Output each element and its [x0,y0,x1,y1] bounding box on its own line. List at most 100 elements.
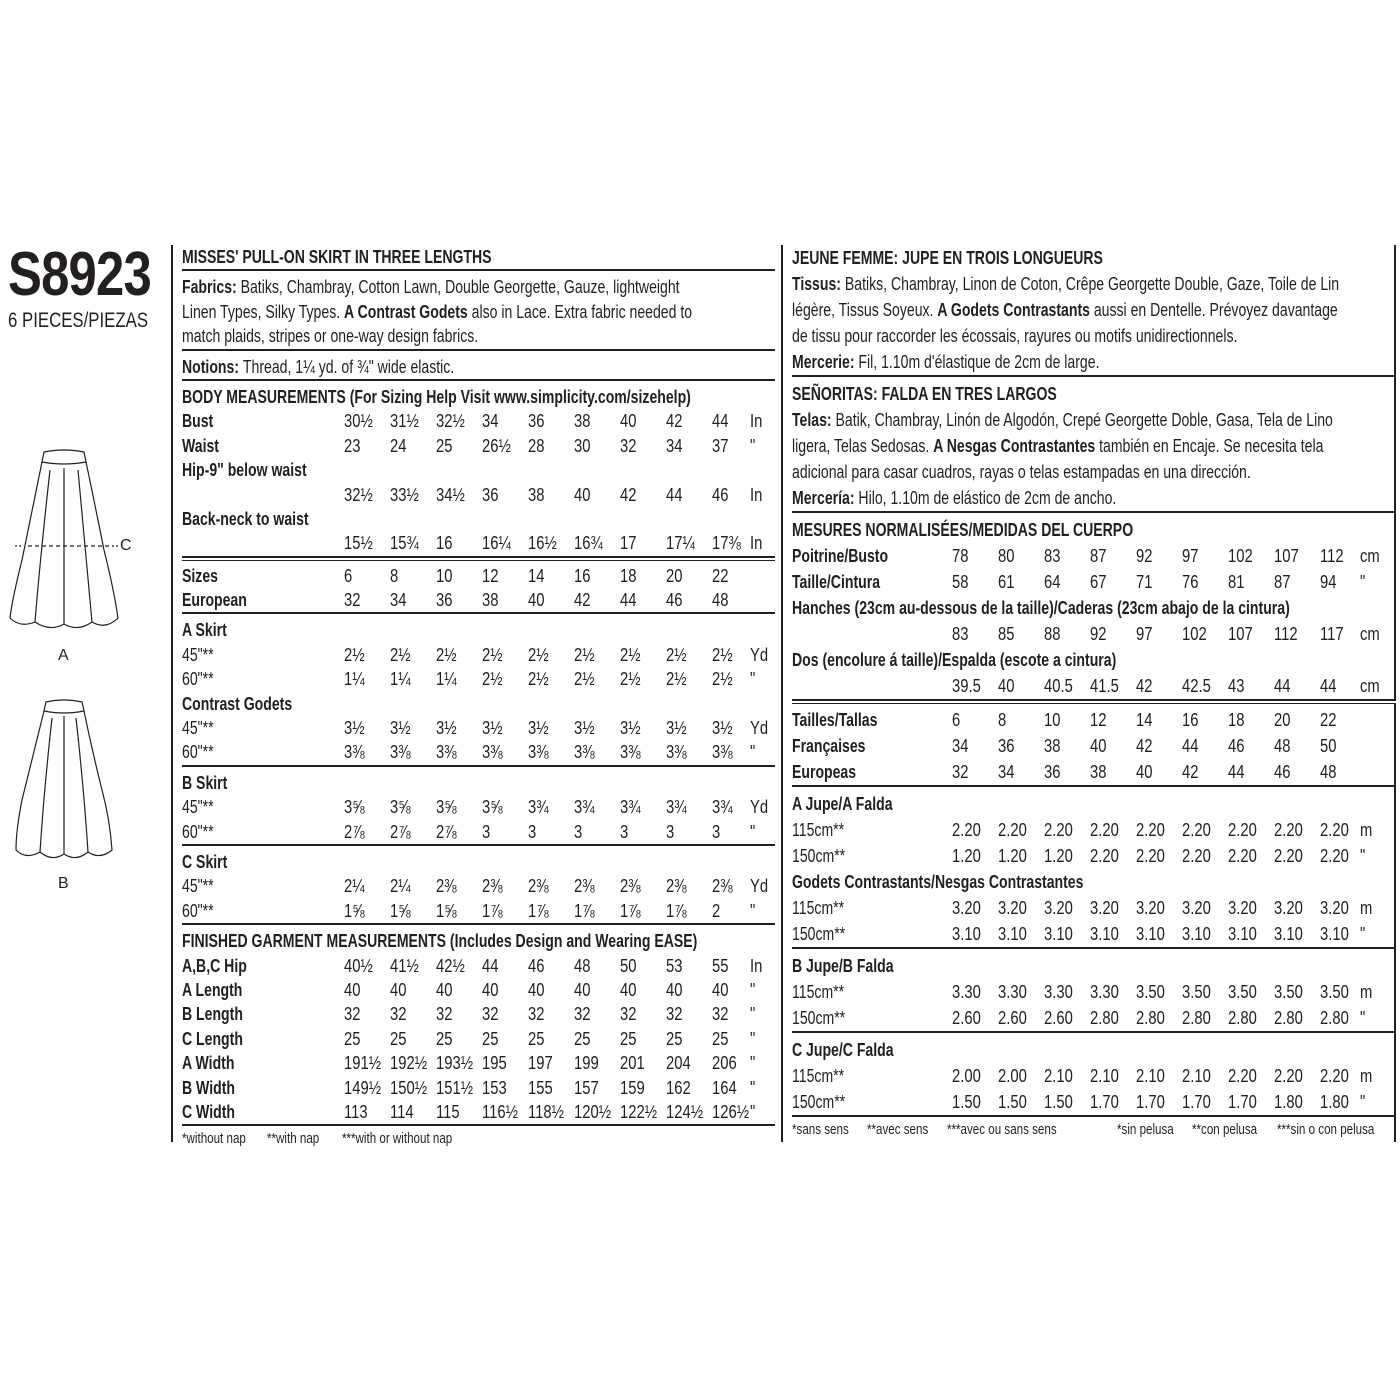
text-line: Mercerie: Fil, 1.10m d'élastique de 2cm … [792,349,1396,375]
table-cell: 2⅜ [482,874,508,900]
cell-value: 34 [666,434,683,456]
table-cell: 2.20 [1182,817,1218,845]
cell-value: 87 [1274,571,1291,592]
cell-value: 2⅜ [528,875,549,897]
text-content: Tissus: Batiks, Chambray, Linon de Coton… [792,271,1339,297]
text-content: BODY MEASUREMENTS (For Sizing Help Visit… [182,385,691,409]
divider [792,947,1396,949]
table-cell: 26½ [482,434,518,460]
table-cell: 25 [712,1027,733,1053]
row-label-text: Europeas [792,761,857,782]
table-cell: 34 [952,733,973,761]
table-cell: 1.50 [952,1089,988,1117]
cell-value: 14 [1136,709,1153,730]
table-row: 115cm** 3.30 3.30 3.30 3.30 3.50 3.50 3.50 3.50 3… [792,979,1396,1005]
table-cell: 162 [666,1076,697,1102]
cell-value: 2 [712,899,721,921]
bold-text: A Nesgas Contrastantes [933,435,1096,456]
table-cell: 2.20 [1228,817,1264,845]
cell-value: 2⅞ [390,820,411,842]
cell-value: 18 [1228,709,1245,730]
table-cell: 3⅜ [574,740,600,766]
row-label: Waist [182,434,231,460]
table-cell: 151½ [436,1076,482,1102]
table-cell: 2½ [574,643,600,669]
cell-value: 118½ [528,1100,564,1122]
table-cell: 44 [712,409,733,435]
table-cell: 43 [1228,673,1249,701]
unit-cell: " [750,1076,757,1102]
table-cell: 2.20 [1274,843,1310,871]
text-segment: ligera, Telas Sedosas. [792,435,934,456]
table-cell: 2⅜ [666,874,692,900]
cell-value: 2½ [390,643,411,665]
cell-value: 2.20 [1274,845,1303,866]
divider [182,843,775,846]
bold-text: A Contrast Godets [344,300,468,322]
cell-value: 40 [998,675,1015,696]
table-row: 39.5 40 40.5 41.5 42 42.5 43 44 44 cm [792,673,1396,699]
cell-value: 32 [574,1003,591,1025]
cell-value: 23 [344,434,361,456]
cell-value: 3 [528,820,537,842]
table-cell: 18 [1228,707,1249,735]
cell-value: 3⅜ [712,741,733,763]
unit-cell: " [750,434,757,460]
unit-text: In [750,483,763,505]
footnote-text: **with nap [267,1131,320,1148]
cell-value: 3.20 [998,897,1027,918]
pieces-count: 6 PIECES/PIEZAS [8,309,149,332]
table-cell: 2½ [620,643,646,669]
cell-value: 40 [1136,761,1153,782]
cell-value: 3.10 [1274,923,1303,944]
cell-value: 2.60 [1044,1007,1073,1028]
unit-text: " [750,434,756,456]
table-cell: 115 [436,1100,466,1126]
table-row: C Skirt [182,850,775,874]
cell-value: 40 [528,978,545,1000]
table-cell: 24 [390,434,411,460]
cell-value: 22 [712,564,729,586]
table-cell: 3⅝ [482,795,508,821]
cell-value: 113 [344,1100,368,1122]
text-segment: Batik, Chambray, Linón de Algodón, Crepé… [835,409,1333,430]
table-cell: 42 [574,588,595,614]
text-content: SEÑORITAS: FALDA EN TRES LARGOS [792,381,1057,407]
table-cell: 2⅜ [574,874,600,900]
bold-text: BODY MEASUREMENTS (For Sizing Help Visit… [182,385,691,407]
table-cell: 195 [482,1051,513,1077]
table-cell: 32 [344,1002,365,1028]
cell-value: 32 [344,1003,361,1025]
row-label: Taille/Cintura [792,569,908,597]
table-cell: 92 [1136,543,1157,571]
unit-text: " [750,1052,756,1074]
row-label-text: 115cm** [792,897,845,918]
table-cell: 1.50 [1044,1089,1080,1117]
row-label: 60"** [182,899,224,925]
table-cell: 3⅜ [528,740,554,766]
table-cell: 3.20 [1044,895,1080,923]
cell-value: 30½ [344,410,373,432]
cell-value: 1⅞ [528,899,549,921]
table-cell: 3 [666,820,676,846]
cell-value: 3.20 [952,897,981,918]
bold-text: MESURES NORMALISÉES/MEDIDAS DEL CUERPO [792,519,1134,540]
table-cell: 3 [712,820,722,846]
unit-text: " [750,741,756,763]
bold-text: SEÑORITAS: FALDA EN TRES LARGOS [792,383,1057,404]
section: Tailles/Tallas 6 8 10 12 14 16 18 20 22 Françaises… [792,703,1396,785]
table-row: B Length 32 32 32 32 32 32 32 32 32 " [182,1002,775,1026]
cell-value: 2¼ [344,875,365,897]
cell-value: 199 [574,1052,599,1074]
unit-cell: " [750,1051,757,1077]
cell-value: 2⅞ [344,820,365,842]
unit-cell: " [750,740,757,766]
row-label-text: A Length [182,978,243,1000]
table-cell: 2½ [666,667,692,693]
cell-value: 191½ [344,1052,382,1074]
divider [792,1115,1396,1117]
cell-value: 3 [482,820,491,842]
table-cell: 149½ [344,1076,390,1102]
row-label: 150cm** [792,843,862,871]
table-cell: 2.20 [1136,843,1172,871]
